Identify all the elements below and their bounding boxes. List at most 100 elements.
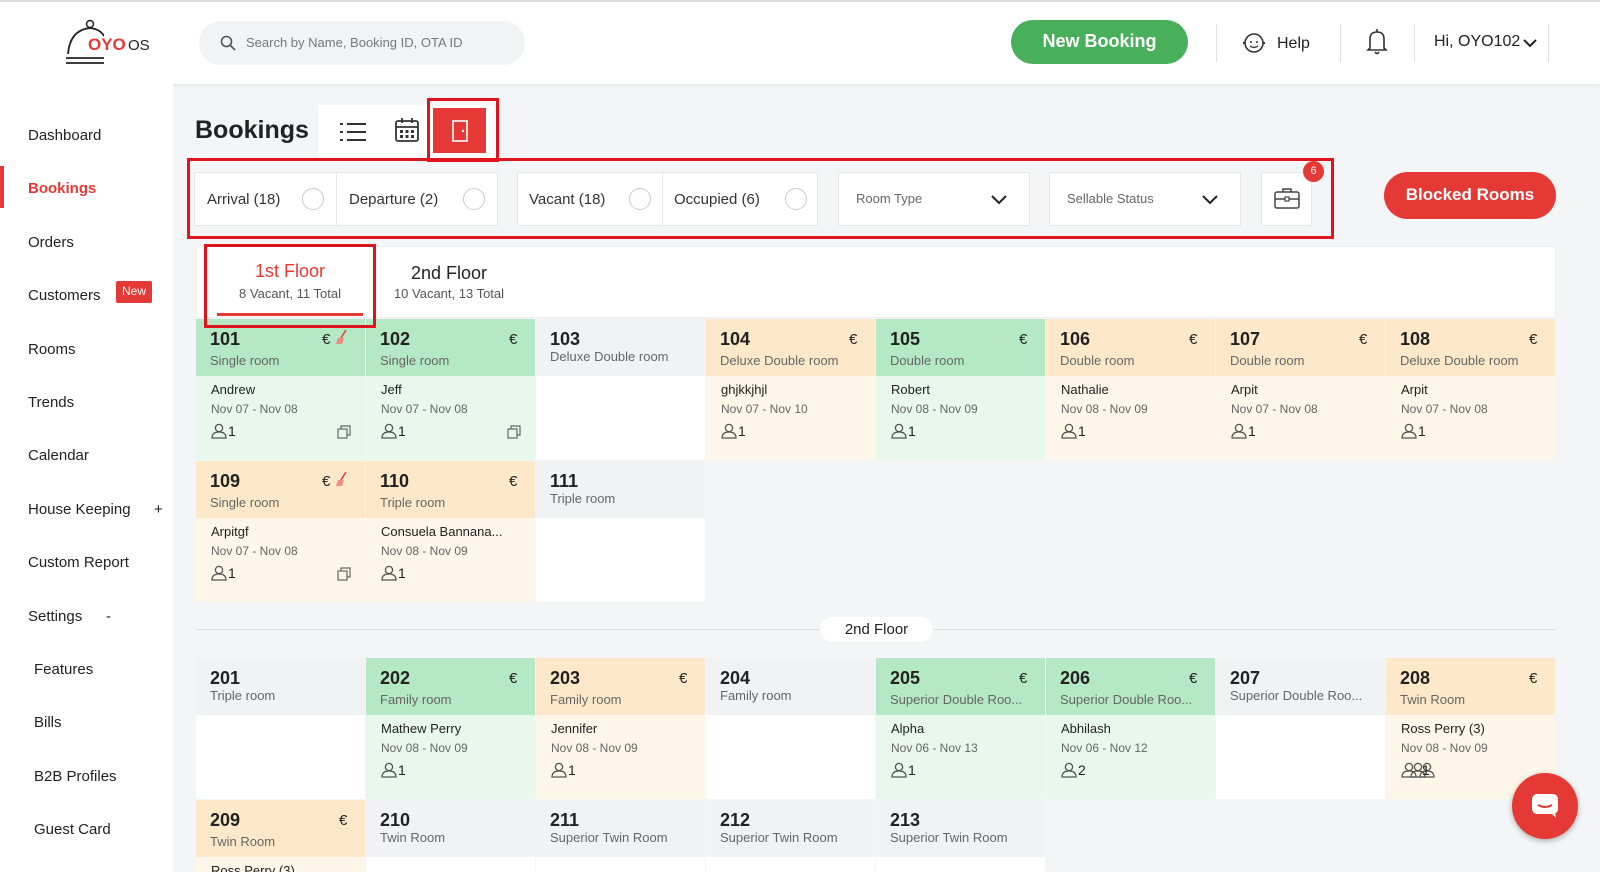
dropdown-chevron (1202, 195, 1218, 205)
room-card-header (536, 658, 705, 715)
search-box[interactable] (199, 21, 525, 65)
room-card[interactable]: 209 Twin Room € Ross Perry (3) (196, 800, 365, 872)
guest-icon (381, 762, 397, 778)
status-filter[interactable]: Occupied (6) (674, 191, 760, 208)
room-card[interactable]: 204 Family room (706, 658, 875, 799)
room-card[interactable]: 202 Family room € Mathew Perry Nov 08 - Nov … (366, 658, 535, 799)
help-label[interactable]: Help (1277, 35, 1310, 52)
nav-toggle[interactable]: + (154, 500, 163, 518)
room-card[interactable]: 107 Double room € Arpit Nov 07 - Nov 08 1 (1216, 319, 1385, 460)
nav-item[interactable]: B2B Profiles (34, 767, 117, 785)
room-card[interactable]: 110 Triple room € Consuela Bannana... Nov 08… (366, 461, 535, 602)
room-card[interactable]: 108 Deluxe Double room € Arpit Nov 07 - Nov … (1386, 319, 1555, 460)
filter-divider (662, 172, 663, 226)
room-card[interactable]: 205 Superior Double Roo... € Alpha Nov 06 - … (876, 658, 1045, 799)
room-card[interactable]: 106 Double room € Nathalie Nov 08 - Nov 09 1 (1046, 319, 1215, 460)
currency: € (1019, 670, 1028, 687)
dropdown-label[interactable]: Sellable Status (1067, 191, 1154, 206)
nav-item[interactable]: Custom Report (28, 554, 129, 572)
room-card[interactable]: 203 Family room € Jennifer Nov 08 - Nov 09 1 (536, 658, 705, 799)
room-card[interactable]: 103 Deluxe Double room (536, 319, 705, 460)
room-card[interactable]: 105 Double room € Robert Nov 08 - Nov 09 1 (876, 319, 1045, 460)
room-card[interactable]: 206 Superior Double Roo... € Abhilash Nov 06… (1046, 658, 1215, 799)
calendar-view-icon[interactable] (394, 117, 420, 143)
nav-item[interactable]: House Keeping (28, 500, 131, 518)
stay-dates: Nov 06 - Nov 13 (891, 741, 978, 755)
guest-icon (1061, 423, 1077, 439)
dropdown[interactable] (1049, 172, 1241, 226)
blocked-rooms-button[interactable] (1384, 172, 1556, 219)
status-filter[interactable]: Vacant (18) (529, 191, 606, 208)
filter-checkbox[interactable] (629, 188, 651, 210)
room-number: 208 (1400, 668, 1431, 688)
room-card[interactable]: 101 Single room € Andrew Nov 07 - Nov 08 1 (196, 319, 365, 460)
room-card[interactable]: 201 Triple room (196, 658, 365, 799)
nav-item[interactable]: Calendar (28, 447, 89, 465)
guest-count: 2 (1078, 762, 1086, 778)
user-menu[interactable]: Hi, OYO102 (1434, 33, 1521, 50)
dropdown-label[interactable]: Room Type (856, 191, 923, 206)
filter-checkbox[interactable] (463, 188, 485, 210)
filter-divider (336, 172, 337, 226)
status-filter[interactable]: Arrival (18) (207, 191, 281, 208)
filter-checkbox[interactable] (785, 188, 807, 210)
guest-count: 1 (1248, 423, 1256, 439)
guest-name: Andrew (211, 382, 256, 397)
tab-name[interactable]: 2nd Floor (410, 263, 488, 283)
guest-icon (891, 423, 907, 439)
room-card[interactable]: 111 Triple room (536, 461, 705, 602)
room-card[interactable]: 210 Twin Room (366, 800, 535, 872)
filter-group (517, 172, 818, 226)
room-view-button[interactable] (433, 108, 486, 153)
room-card[interactable]: 104 Deluxe Double room € ghjkkjhjl Nov 07 - … (706, 319, 875, 460)
room-number: 107 (1230, 329, 1261, 349)
room-number: 207 (1230, 668, 1261, 688)
tab-summary[interactable]: 10 Vacant, 13 Total (393, 286, 505, 301)
nav-item[interactable]: Trends (28, 394, 75, 411)
copy-icon (337, 425, 351, 439)
room-card[interactable]: 102 Single room € Jeff Nov 07 - Nov 08 1 (366, 319, 535, 460)
nav-item[interactable]: Customers (28, 287, 101, 305)
room-card-header (366, 658, 535, 715)
nav-item[interactable]: Bookings (28, 180, 97, 198)
help-icon[interactable] (1242, 31, 1266, 55)
room-card[interactable]: 208 Twin Room € Ross Perry (3) Nov 08 - Nov … (1386, 658, 1555, 799)
dropdown[interactable] (838, 172, 1030, 226)
guest-count: 1 (398, 565, 406, 581)
nav-item[interactable]: Orders (28, 233, 74, 251)
guest-icon (891, 762, 907, 778)
room-card[interactable]: 207 Superior Double Roo... (1216, 658, 1385, 799)
room-number: 203 (550, 668, 581, 688)
room-card[interactable]: 211 Superior Twin Room (536, 800, 705, 872)
room-card[interactable]: 212 Superior Twin Room (706, 800, 875, 872)
nav-item[interactable]: Guest Card (34, 821, 111, 839)
page-title: Bookings (195, 116, 309, 144)
nav-item[interactable]: Dashboard (28, 127, 102, 144)
nav-item[interactable]: Settings (28, 607, 83, 625)
dropdown-chevron (991, 195, 1007, 205)
room-card[interactable]: 109 Single room € Arpitgf Nov 07 - Nov 08 1 (196, 461, 365, 602)
currency: € (509, 331, 518, 348)
bell-icon[interactable] (1365, 28, 1389, 56)
room-card-header (876, 800, 1045, 857)
new-booking-button[interactable] (1011, 20, 1188, 64)
list-view-icon[interactable] (339, 121, 367, 143)
room-number: 212 (720, 810, 751, 830)
separator (1548, 24, 1549, 62)
search-placeholder: Search by Name, Booking ID, OTA ID (246, 35, 463, 50)
currency: € (849, 331, 858, 348)
nav-item[interactable]: Bills (34, 714, 62, 732)
nav-item[interactable]: Features (34, 661, 94, 678)
nav-toggle[interactable]: - (106, 607, 111, 625)
guest-count: 1 (1422, 762, 1430, 778)
guest-icon (381, 423, 397, 439)
room-card[interactable]: 213 Superior Twin Room (876, 800, 1045, 872)
status-filter[interactable]: Departure (2) (349, 191, 439, 208)
tab-summary[interactable]: 8 Vacant, 11 Total (239, 286, 341, 301)
nav-item[interactable]: Rooms (28, 340, 76, 358)
tab-name[interactable]: 1st Floor (254, 261, 326, 281)
guest-name: Mathew Perry (381, 721, 462, 736)
filter-checkbox[interactable] (302, 188, 324, 210)
guest-name: Robert (891, 382, 931, 397)
guest-count: 1 (568, 762, 576, 778)
